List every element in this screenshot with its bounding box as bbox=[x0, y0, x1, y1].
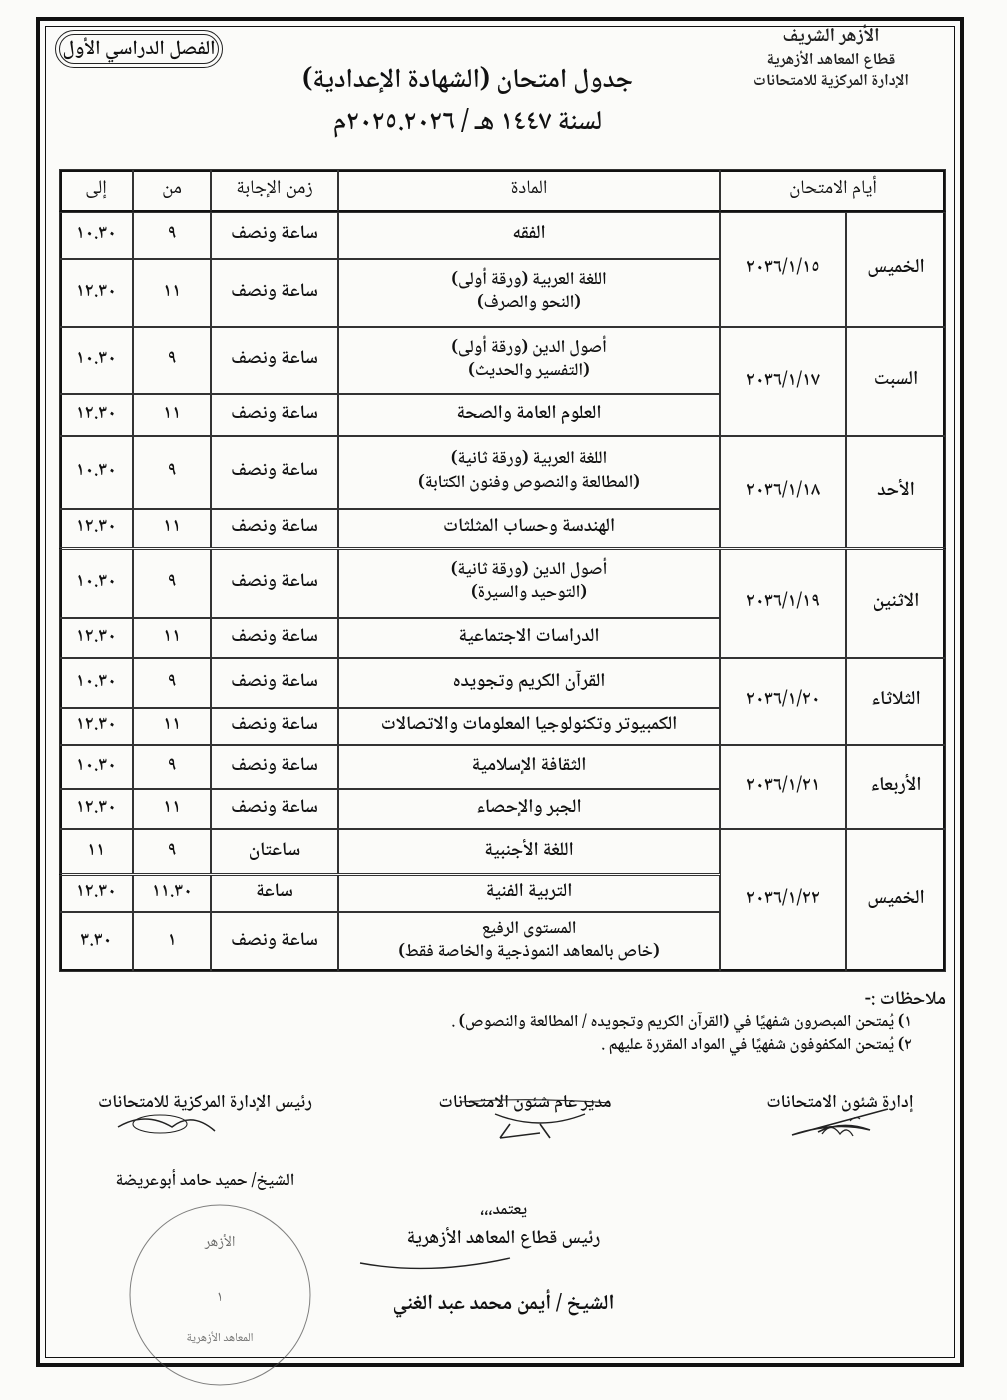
svg-text:المعاهد الأزهرية: المعاهد الأزهرية bbox=[187, 1328, 254, 1349]
svg-text:١: ١ bbox=[217, 1285, 224, 1311]
svg-text:الأزهر: الأزهر bbox=[204, 1230, 236, 1256]
